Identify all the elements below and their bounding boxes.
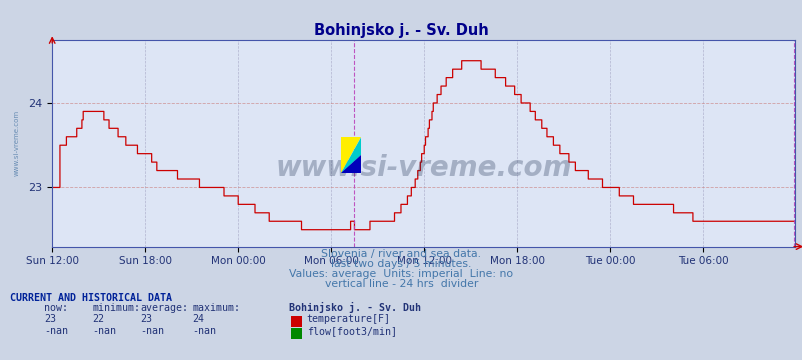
Text: average:: average: — [140, 303, 188, 314]
Text: 22: 22 — [92, 314, 104, 324]
Polygon shape — [341, 155, 361, 173]
Text: Values: average  Units: imperial  Line: no: Values: average Units: imperial Line: no — [289, 269, 513, 279]
Text: minimum:: minimum: — [92, 303, 140, 314]
Text: -nan: -nan — [192, 326, 217, 336]
Text: -nan: -nan — [44, 326, 68, 336]
Text: Bohinjsko j. - Sv. Duh: Bohinjsko j. - Sv. Duh — [289, 302, 420, 314]
Polygon shape — [341, 137, 361, 173]
Text: last two days / 5 minutes.: last two days / 5 minutes. — [331, 259, 471, 269]
Text: now:: now: — [44, 303, 68, 314]
Text: www.si-vreme.com: www.si-vreme.com — [275, 154, 571, 182]
Text: 23: 23 — [140, 314, 152, 324]
Text: CURRENT AND HISTORICAL DATA: CURRENT AND HISTORICAL DATA — [10, 293, 172, 303]
Text: Slovenia / river and sea data.: Slovenia / river and sea data. — [321, 249, 481, 260]
Text: www.si-vreme.com: www.si-vreme.com — [14, 110, 19, 176]
Text: 23: 23 — [44, 314, 56, 324]
Text: flow[foot3/min]: flow[foot3/min] — [306, 326, 396, 336]
Text: temperature[F]: temperature[F] — [306, 314, 391, 324]
Text: -nan: -nan — [140, 326, 164, 336]
Text: maximum:: maximum: — [192, 303, 241, 314]
Polygon shape — [341, 137, 361, 173]
Text: -nan: -nan — [92, 326, 116, 336]
Text: vertical line - 24 hrs  divider: vertical line - 24 hrs divider — [324, 279, 478, 289]
Text: 24: 24 — [192, 314, 205, 324]
Text: Bohinjsko j. - Sv. Duh: Bohinjsko j. - Sv. Duh — [314, 23, 488, 39]
